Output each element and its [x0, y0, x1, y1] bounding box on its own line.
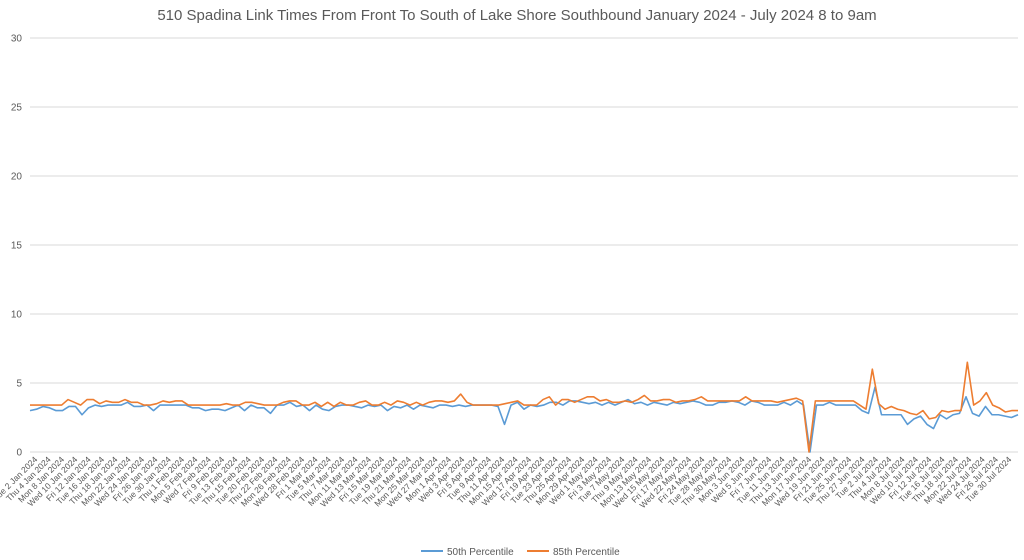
y-tick-label: 15 [11, 241, 23, 252]
legend-label-50th: 50th Percentile [447, 547, 514, 558]
y-tick-label: 0 [16, 448, 22, 459]
y-axis-ticks: 0 5 10 15 20 25 30 [11, 34, 23, 459]
legend: 50th Percentile 85th Percentile [421, 547, 620, 558]
y-tick-label: 20 [11, 172, 23, 183]
series-line-50th-percentile [29, 386, 1019, 453]
series-lines [29, 361, 1019, 453]
y-tick-label: 30 [11, 34, 23, 45]
gridlines [30, 37, 1018, 453]
legend-label-85th: 85th Percentile [553, 547, 620, 558]
y-tick-label: 25 [11, 103, 23, 114]
y-tick-label: 10 [11, 310, 23, 321]
y-tick-label: 5 [16, 379, 22, 390]
series-line-85th-percentile [30, 361, 1018, 453]
chart-title: 510 Spadina Link Times From Front To Sou… [157, 7, 876, 24]
